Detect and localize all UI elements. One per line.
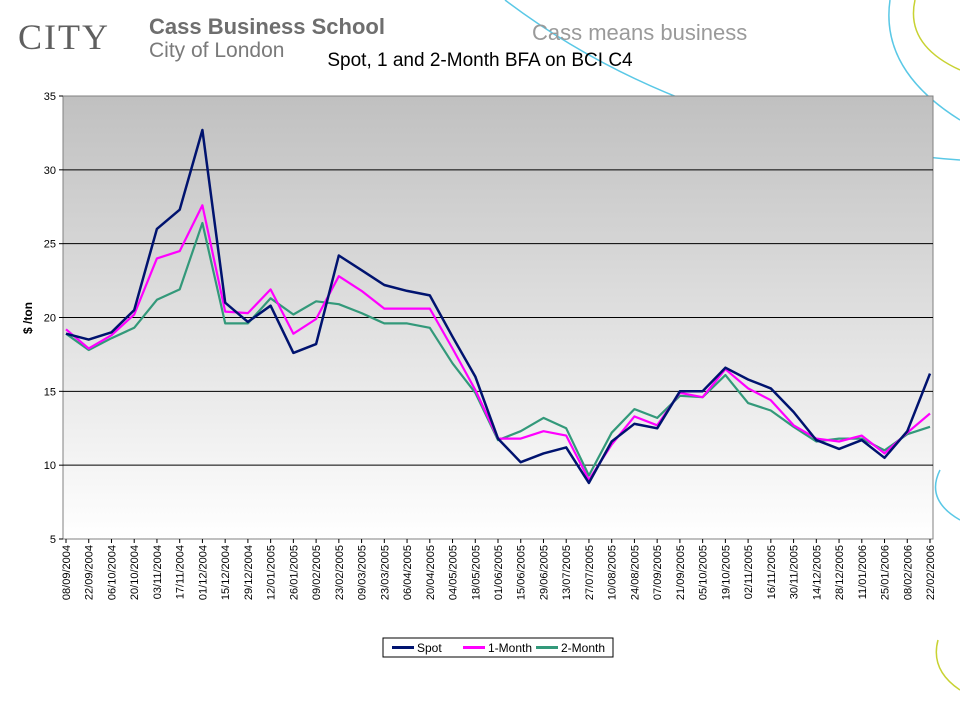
- school-subtitle: City of London: [149, 39, 285, 62]
- x-tick-label: 16/11/2005: [766, 545, 778, 599]
- x-tick-label: 13/07/2005: [561, 545, 573, 600]
- y-tick-label: 10: [44, 460, 56, 472]
- y-tick-label: 5: [50, 534, 56, 546]
- legend-label: 2-Month: [561, 641, 605, 655]
- deco-arc-cyan-3: [934, 469, 960, 521]
- y-tick-label: 25: [44, 239, 56, 251]
- x-tick-label: 29/12/2004: [243, 545, 255, 600]
- deco-arc-yellow-1: [912, 0, 960, 71]
- x-tick-label: 08/02/2006: [902, 545, 914, 600]
- x-tick-label: 06/04/2005: [402, 545, 414, 600]
- chart-title: Spot, 1 and 2-Month BFA on BCI C4: [327, 50, 633, 71]
- x-tick-label: 21/09/2005: [675, 545, 687, 600]
- y-axis-ticks: 5 10 15 20 25 30 35: [44, 91, 63, 546]
- x-tick-label: 08/09/2004: [61, 545, 73, 600]
- y-tick-label: 15: [44, 386, 56, 398]
- legend-box: [382, 637, 614, 658]
- school-name: Cass Business School: [149, 14, 385, 39]
- x-tick-label: 22/02/2006: [925, 545, 937, 600]
- x-tick-label: 27/07/2005: [584, 545, 596, 600]
- x-tick-label: 11/01/2006: [857, 545, 869, 599]
- x-tick-label: 26/01/2005: [288, 545, 300, 600]
- city-logo: CITY: [18, 17, 110, 57]
- x-tick-label: 05/10/2005: [698, 545, 710, 600]
- x-tick-label: 19/10/2005: [720, 545, 732, 600]
- deco-arc-cyan-2: [888, 0, 960, 121]
- x-tick-label: 23/03/2005: [379, 545, 391, 600]
- x-tick-label: 18/05/2005: [470, 545, 482, 600]
- x-tick-label: 29/06/2005: [538, 545, 550, 600]
- x-tick-label: 17/11/2004: [175, 545, 187, 599]
- city-logo-box: [14, 13, 140, 63]
- x-tick-label: 28/12/2005: [834, 545, 846, 600]
- legend-label: 1-Month: [488, 641, 532, 655]
- x-tick-label: 14/12/2005: [811, 545, 823, 600]
- series-lines: [65, 128, 932, 485]
- x-tick-label: 30/11/2005: [789, 545, 801, 599]
- x-tick-label: 10/08/2005: [607, 545, 619, 600]
- deco-arc-yellow-2: [935, 639, 960, 691]
- x-tick-label: 03/11/2004: [152, 545, 164, 599]
- y-tick-label: 35: [44, 91, 56, 103]
- y-tick-label: 30: [44, 165, 56, 177]
- x-tick-label: 09/02/2005: [311, 545, 323, 600]
- series-line-spot: [65, 128, 932, 485]
- x-tick-label: 22/09/2004: [84, 545, 96, 600]
- x-tick-label: 09/03/2005: [357, 545, 369, 600]
- x-tick-label: 20/04/2005: [425, 545, 437, 600]
- x-tick-label: 01/06/2005: [493, 545, 505, 600]
- x-tick-label: 07/09/2005: [652, 545, 664, 600]
- x-tick-label: 06/10/2004: [106, 545, 118, 600]
- y-axis-label: $ /ton: [21, 302, 35, 334]
- tagline: Cass means business: [532, 20, 748, 45]
- legend: Spot 1-Month 2-Month: [382, 637, 614, 658]
- x-tick-label: 20/10/2004: [129, 545, 141, 600]
- y-tick-label: 20: [44, 313, 56, 325]
- x-tick-label: 12/01/2005: [266, 545, 278, 600]
- x-tick-label: 23/02/2005: [334, 545, 346, 600]
- x-tick-label: 04/05/2005: [448, 545, 460, 600]
- x-tick-label: 15/12/2004: [220, 545, 232, 600]
- x-tick-label: 15/06/2005: [516, 545, 528, 600]
- x-tick-label: 02/11/2005: [743, 545, 755, 599]
- legend-label: Spot: [417, 641, 442, 655]
- x-axis-ticks: 08/09/2004 22/09/2004 06/10/2004 20/10/2004…: [61, 539, 937, 600]
- x-tick-label: 24/08/2005: [629, 545, 641, 600]
- x-tick-label: 25/01/2006: [880, 545, 892, 600]
- x-tick-label: 01/12/2004: [197, 545, 209, 600]
